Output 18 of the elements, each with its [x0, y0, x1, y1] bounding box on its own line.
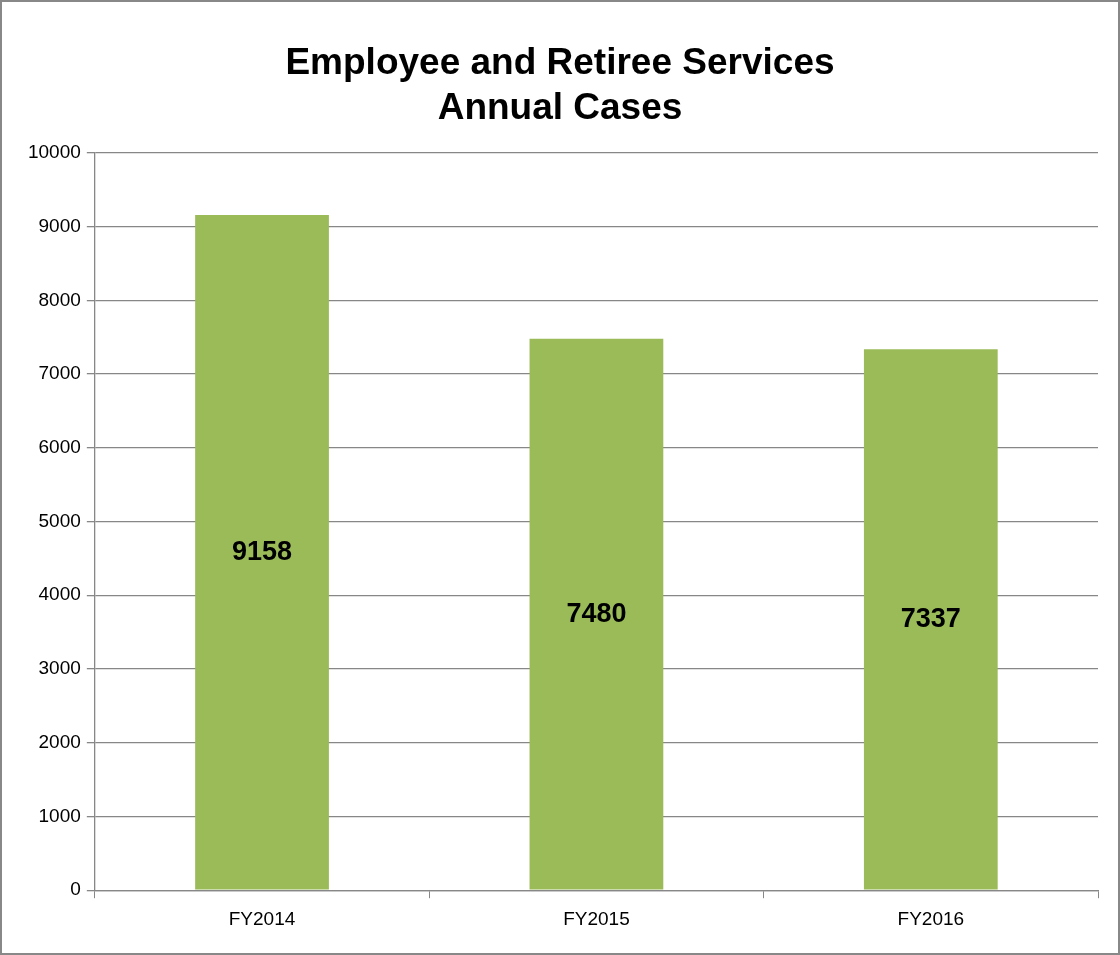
y-tick-label: 8000 — [38, 288, 81, 310]
x-tick-label: FY2016 — [897, 907, 965, 929]
y-tick-label: 5000 — [38, 509, 81, 531]
x-tick-label: FY2015 — [563, 907, 630, 929]
x-tick-label: FY2014 — [228, 907, 296, 929]
y-tick-label: 6000 — [38, 435, 81, 457]
y-tick-label: 4000 — [38, 583, 81, 605]
chart-title: Employee and Retiree Services Annual Cases — [285, 41, 835, 127]
y-tick-label: 3000 — [38, 657, 81, 679]
data-label: 7480 — [566, 597, 627, 628]
y-tick-label: 10000 — [27, 141, 81, 163]
y-tick-label: 9000 — [38, 214, 81, 236]
data-label: 9158 — [231, 535, 293, 566]
y-tick-label: 7000 — [38, 362, 81, 384]
y-tick-label: 2000 — [38, 730, 81, 752]
y-tick-label: 0 — [70, 878, 81, 900]
y-tick-label: 1000 — [38, 804, 81, 826]
data-label: 7337 — [900, 602, 961, 633]
